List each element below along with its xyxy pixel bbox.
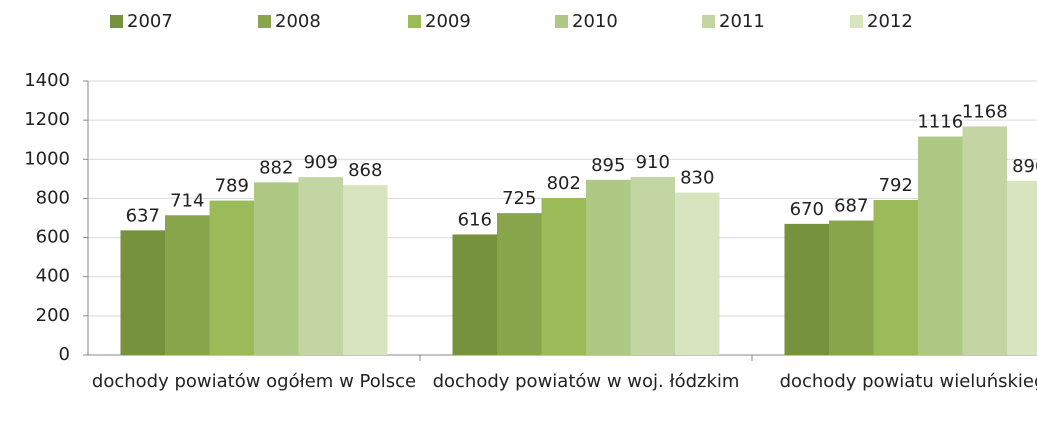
bar — [120, 230, 165, 355]
legend-label: 2011 — [719, 11, 765, 32]
legend-swatch — [850, 15, 863, 28]
value-label: 802 — [547, 173, 581, 194]
value-label: 830 — [680, 168, 714, 189]
bar — [784, 223, 829, 355]
value-label: 687 — [834, 196, 868, 217]
y-tick-label: 1200 — [24, 109, 70, 130]
x-tick-label-box: dochody powiatu wieluńskiego — [779, 371, 1037, 392]
value-label: 714 — [170, 190, 204, 211]
x-tick-label: dochody powiatów w woj. łódzkim — [432, 371, 740, 392]
bar — [452, 234, 497, 355]
bar — [962, 126, 1007, 355]
value-label: 1116 — [917, 112, 963, 133]
legend-label: 2009 — [425, 11, 471, 32]
value-label: 616 — [458, 209, 492, 230]
value-label: 670 — [790, 199, 824, 220]
value-label: 1168 — [962, 101, 1008, 122]
y-tick-label: 1400 — [24, 70, 70, 91]
bar — [298, 177, 343, 355]
y-tick-label: 0 — [59, 344, 70, 365]
value-label: 895 — [591, 155, 625, 176]
value-label: 637 — [126, 205, 160, 226]
legend-swatch — [408, 15, 421, 28]
y-tick-label: 600 — [36, 227, 70, 248]
value-label: 882 — [259, 157, 293, 178]
bar — [586, 179, 631, 355]
bar — [497, 213, 542, 355]
bar — [254, 182, 299, 355]
x-tick-label-box: dochody powiatów ogółem w Polsce — [91, 371, 417, 392]
bar — [541, 198, 586, 355]
value-label: 725 — [502, 188, 536, 209]
x-tick-label: dochody powiatów ogółem w Polsce — [91, 371, 417, 392]
legend-swatch — [702, 15, 715, 28]
value-label: 890 — [1012, 156, 1037, 177]
bar — [1007, 180, 1037, 355]
x-tick-label-box: dochody powiatów w woj. łódzkim — [432, 371, 740, 392]
legend-label: 2012 — [867, 11, 913, 32]
value-label: 868 — [348, 160, 382, 181]
legend-swatch — [555, 15, 568, 28]
bar — [829, 220, 874, 355]
legend-label: 2007 — [127, 11, 173, 32]
x-tick-label: dochody powiatu wieluńskiego — [779, 371, 1037, 392]
y-tick-label: 400 — [36, 266, 70, 287]
value-label: 789 — [215, 176, 249, 197]
value-label: 909 — [304, 152, 338, 173]
bar — [918, 136, 963, 355]
y-tick-label: 1000 — [24, 148, 70, 169]
y-tick-label: 200 — [36, 305, 70, 326]
bar — [343, 185, 388, 355]
legend-label: 2008 — [275, 11, 321, 32]
legend-label: 2010 — [572, 11, 618, 32]
value-label: 910 — [636, 152, 670, 173]
legend-swatch — [258, 15, 271, 28]
bar — [675, 192, 720, 355]
bar — [209, 200, 254, 355]
legend-swatch — [110, 15, 123, 28]
bar — [165, 215, 210, 355]
y-tick-label: 800 — [36, 187, 70, 208]
bar — [873, 199, 918, 355]
bar — [630, 176, 675, 355]
value-label: 792 — [879, 175, 913, 196]
